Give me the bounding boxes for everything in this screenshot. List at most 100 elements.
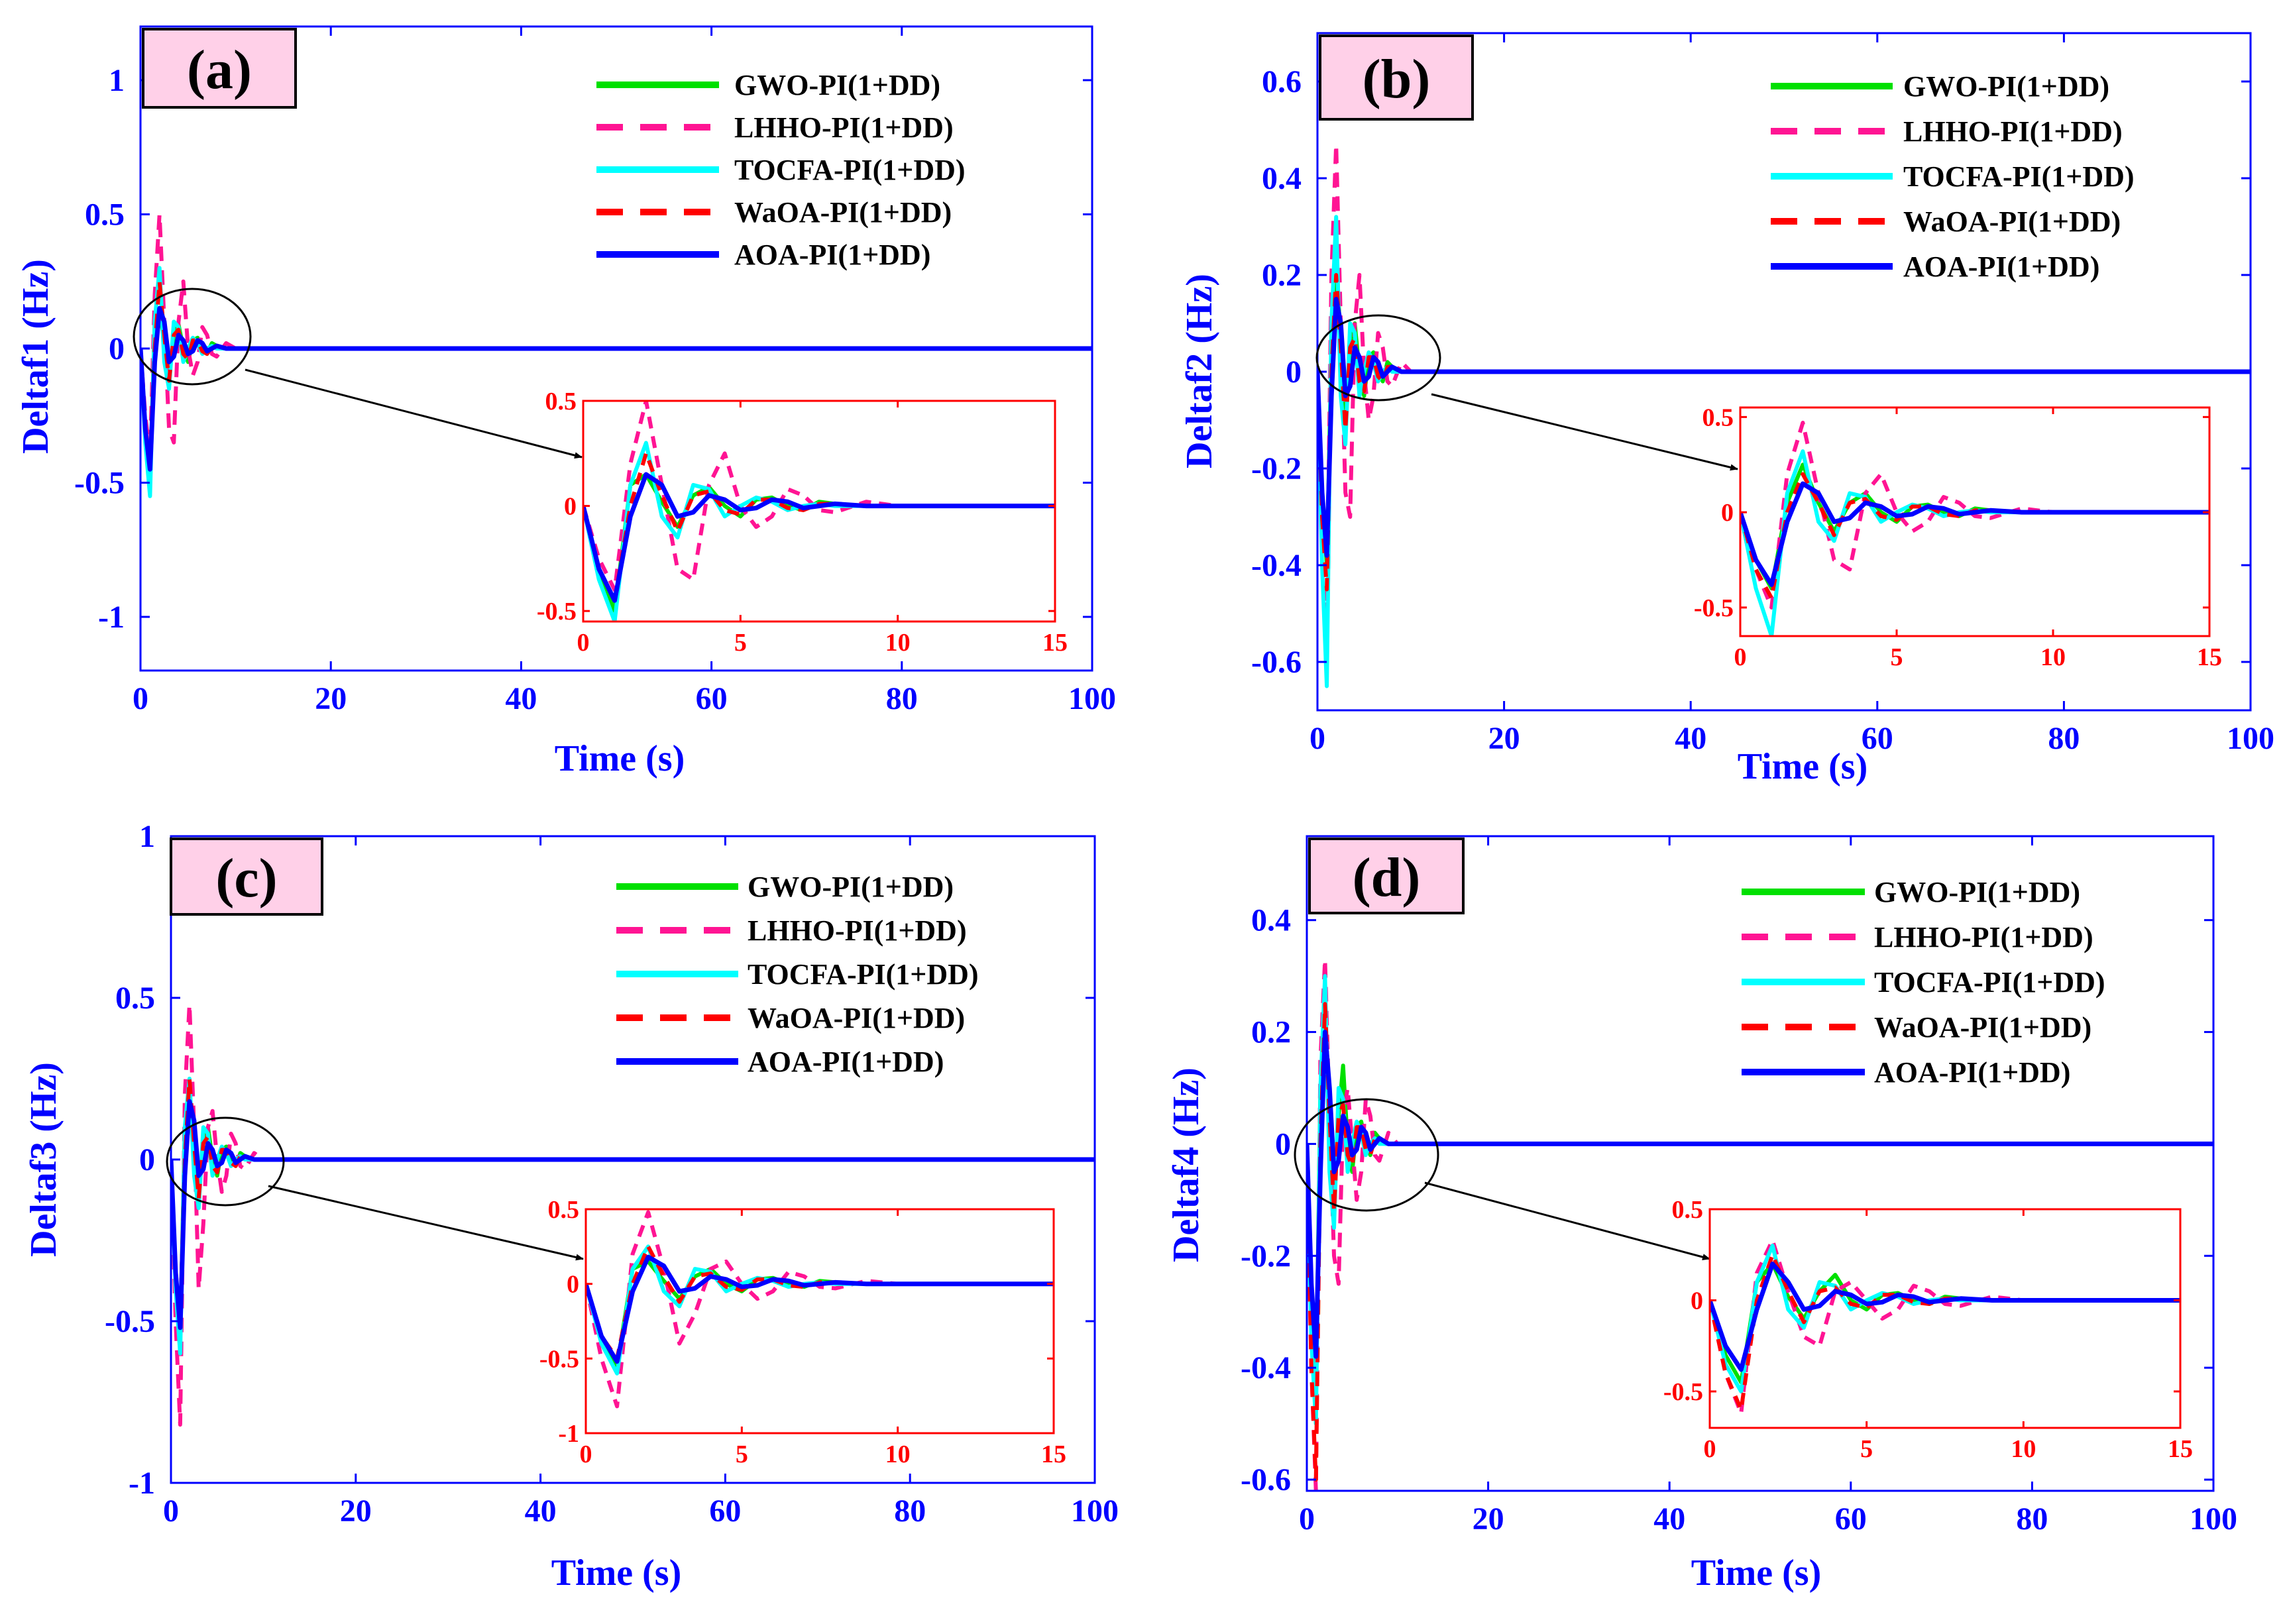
inset-y-tick-label: -0.5 bbox=[1663, 1378, 1703, 1406]
inset-y-tick-label: 0.5 bbox=[1672, 1196, 1704, 1224]
legend-label: AOA-PI(1+DD) bbox=[1874, 1056, 2070, 1089]
panel-label-box bbox=[170, 838, 323, 916]
inset-y-tick-label: 0 bbox=[564, 493, 577, 521]
inset-plot: 0 5 10 15 -1 -0.5 0 0.5 bbox=[539, 1196, 1066, 1468]
zoom-ellipse bbox=[1315, 314, 1441, 402]
panel-label-box bbox=[1308, 838, 1465, 914]
y-tick-label: -0.5 bbox=[74, 466, 125, 501]
inset-background bbox=[1740, 407, 2209, 636]
legend-label: LHHO-PI(1+DD) bbox=[748, 914, 967, 947]
inset-x-tick-label: 15 bbox=[1042, 629, 1068, 657]
x-tick-label: 40 bbox=[1675, 721, 1706, 756]
x-tick-label: 20 bbox=[340, 1493, 372, 1529]
x-tick-label: 40 bbox=[1653, 1501, 1685, 1537]
inset-y-tick-label: 0.5 bbox=[548, 1196, 580, 1224]
y-tick-label: -0.6 bbox=[1251, 645, 1302, 680]
inset-series-line-aoa bbox=[583, 472, 1055, 603]
legend-label: WaOA-PI(1+DD) bbox=[748, 1002, 965, 1034]
legend: GWO-PI(1+DD) LHHO-PI(1+DD) TOCFA-PI(1+DD) W… bbox=[616, 871, 979, 1078]
y-tick-label: 1 bbox=[139, 819, 155, 854]
axes-box bbox=[1306, 835, 2215, 1492]
legend-label: LHHO-PI(1+DD) bbox=[734, 111, 954, 144]
zoom-ellipse bbox=[133, 288, 252, 386]
inset-x-tick-label: 15 bbox=[2168, 1435, 2193, 1463]
inset-y-tick-label: 0 bbox=[1691, 1287, 1703, 1315]
inset-series-group bbox=[583, 401, 1055, 622]
y-tick-label: 0.4 bbox=[1251, 903, 1291, 938]
inset-series-group bbox=[586, 1210, 1054, 1409]
series-line-aoa bbox=[140, 305, 1092, 472]
x-tick-label: 100 bbox=[2190, 1501, 2237, 1537]
y-tick-label: -0.4 bbox=[1251, 548, 1302, 583]
zoom-ellipse bbox=[1294, 1098, 1439, 1212]
x-tick-label: 0 bbox=[1310, 721, 1325, 756]
panel-label-box bbox=[1319, 34, 1474, 121]
inset-box bbox=[585, 1208, 1055, 1435]
inset-x-tick-label: 0 bbox=[1704, 1435, 1716, 1463]
legend-label: GWO-PI(1+DD) bbox=[1874, 876, 2080, 908]
x-tick-label: 0 bbox=[133, 681, 148, 716]
zoom-arrow bbox=[1424, 1181, 1710, 1260]
legend-label: AOA-PI(1+DD) bbox=[1903, 250, 2099, 283]
x-axis-title: Time (s) bbox=[1738, 746, 1868, 787]
y-tick-label: -0.5 bbox=[105, 1304, 155, 1339]
series-line-aoa bbox=[171, 1099, 1095, 1330]
y-tick-label: 0 bbox=[109, 331, 125, 366]
x-tick-label: 100 bbox=[1071, 1493, 1119, 1529]
panel-label: (d) bbox=[1353, 847, 1421, 908]
y-axis-title: Deltaf3 (Hz) bbox=[23, 1062, 64, 1257]
legend-label: WaOA-PI(1+DD) bbox=[1903, 205, 2121, 238]
y-axis-title: Deltaf2 (Hz) bbox=[1179, 274, 1220, 468]
legend-label: AOA-PI(1+DD) bbox=[748, 1046, 944, 1078]
x-tick-label: 60 bbox=[696, 681, 728, 716]
inset-x-tick-label: 10 bbox=[2040, 643, 2066, 671]
panel-label-box bbox=[142, 28, 297, 109]
series-group bbox=[140, 212, 1092, 498]
x-tick-label: 20 bbox=[1488, 721, 1520, 756]
zoom-ellipse bbox=[166, 1116, 285, 1207]
legend-label: GWO-PI(1+DD) bbox=[734, 69, 940, 101]
inset-series-line-aoa bbox=[1710, 1262, 2180, 1372]
inset-series-group bbox=[1710, 1238, 2180, 1415]
x-tick-label: 0 bbox=[163, 1493, 179, 1529]
inset-box bbox=[1739, 406, 2211, 637]
inset-x-tick-label: 5 bbox=[1860, 1435, 1873, 1463]
x-tick-label: 100 bbox=[2227, 721, 2274, 756]
y-tick-label: -1 bbox=[98, 600, 125, 635]
y-tick-label: 0.4 bbox=[1262, 161, 1302, 196]
legend-label: TOCFA-PI(1+DD) bbox=[1874, 966, 2105, 999]
zoom-arrow bbox=[268, 1185, 584, 1261]
inset-y-tick-label: 0 bbox=[567, 1271, 579, 1299]
x-tick-label: 60 bbox=[1835, 1501, 1867, 1537]
x-tick-label: 80 bbox=[886, 681, 918, 716]
series-line-lhho bbox=[1307, 957, 2213, 1491]
x-tick-label: 80 bbox=[2016, 1501, 2048, 1537]
inset-x-tick-label: 10 bbox=[885, 1440, 911, 1468]
inset-y-tick-label: -0.5 bbox=[539, 1345, 579, 1373]
x-tick-label: 60 bbox=[1862, 721, 1893, 756]
x-axis-title: Time (s) bbox=[551, 1552, 682, 1594]
inset-plot: 0 5 10 15-0.500.5 bbox=[1663, 1196, 2193, 1463]
y-tick-label: 0.2 bbox=[1262, 258, 1302, 293]
y-tick-label: -0.6 bbox=[1241, 1462, 1291, 1497]
y-tick-label: 0.6 bbox=[1262, 64, 1302, 99]
x-tick-label: 100 bbox=[1068, 681, 1116, 716]
x-axis-title: Time (s) bbox=[1691, 1552, 1822, 1594]
inset-plot: 0 5 10 15-0.500.5 bbox=[537, 388, 1068, 657]
series-line-aoa bbox=[1317, 297, 2251, 558]
x-tick-label: 80 bbox=[2048, 721, 2080, 756]
y-tick-label: 0.2 bbox=[1251, 1015, 1291, 1050]
legend: GWO-PI(1+DD) LHHO-PI(1+DD) TOCFA-PI(1+DD) W… bbox=[1742, 876, 2105, 1089]
inset-background bbox=[583, 401, 1055, 622]
inset-x-tick-label: 5 bbox=[736, 1440, 748, 1468]
x-tick-label: 60 bbox=[709, 1493, 741, 1529]
y-tick-label: 0 bbox=[1275, 1126, 1291, 1162]
inset-x-tick-label: 5 bbox=[734, 629, 747, 657]
inset-x-tick-label: 5 bbox=[1891, 643, 1903, 671]
legend-label: GWO-PI(1+DD) bbox=[748, 871, 954, 903]
inset-series-line-aoa bbox=[586, 1254, 1054, 1364]
inset-y-tick-label: -1 bbox=[558, 1420, 579, 1448]
